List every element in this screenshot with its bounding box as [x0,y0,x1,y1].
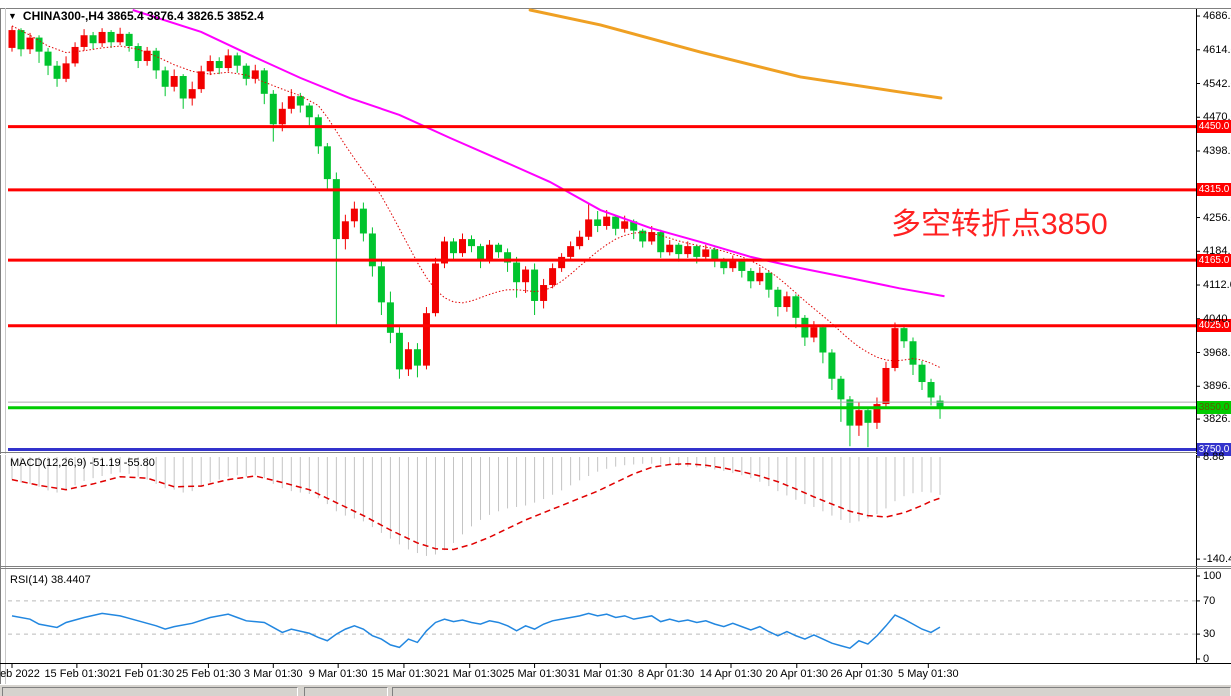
macd-axis-label: 8.88 [1203,451,1225,463]
price-tick-label: 3896.0 [1203,380,1231,393]
rsi-indicator-label: RSI(14) 38.4407 [10,574,91,586]
date-tick-label: 25 Feb 01:30 [175,668,241,680]
status-panel [304,687,388,696]
date-tick-label: 5 May 01:30 [898,668,959,680]
date-tick-label: 14 Apr 01:30 [699,668,763,680]
status-panel [2,687,298,696]
date-tick-label: 31 Mar 01:30 [567,668,633,680]
price-level-label[interactable]: 3850.0 [1197,401,1231,415]
price-annotation: 多空转折点3850 [891,208,1108,241]
price-tick-label: 4470.0 [1203,111,1231,124]
date-tick-label: 26 Apr 01:30 [830,668,893,680]
date-tick-label: 3 Mar 01:30 [243,668,303,680]
rsi-axis-label: 70 [1203,594,1216,607]
date-tick-label: 9 Feb 2022 [0,668,40,680]
date-tick-label: 9 Mar 01:30 [308,668,368,680]
price-level-label[interactable]: 4450.0 [1197,120,1231,134]
price-level-label[interactable]: 4165.0 [1197,253,1231,267]
rsi-axis-label: 100 [1203,570,1222,582]
status-panel [392,687,1231,696]
price-level-label[interactable]: 4025.0 [1197,319,1231,333]
date-tick-label: 21 Feb 01:30 [109,668,175,680]
date-tick-label: 21 Mar 01:30 [437,668,503,680]
price-tick-label: 3968.0 [1203,346,1231,359]
price-tick-label: 4614.0 [1203,43,1231,56]
price-tick-label: 4184.0 [1203,245,1231,258]
status-bar [0,684,1231,696]
rsi-axis-label: 0 [1203,653,1210,665]
price-tick-label: 4542.0 [1203,77,1231,90]
rsi-axis-label: 30 [1203,628,1216,641]
date-tick-label: 8 Apr 01:30 [637,668,695,680]
price-tick-label: 4686.0 [1203,10,1231,23]
chart-title: ▼ CHINA300-,H4 3865.4 3876.4 3826.5 3852… [8,9,264,23]
symbol-ohlc-text: CHINA300-,H4 3865.4 3876.4 3826.5 3852.4 [22,9,264,23]
macd-indicator-label: MACD(12,26,9) -51.19 -55.80 [10,457,155,469]
date-tick-label: 25 Mar 01:30 [502,668,567,680]
price-tick-label: 4398.0 [1203,144,1231,157]
symbol-dropdown-icon[interactable]: ▼ [8,11,17,21]
macd-axis-label: -140.44 [1203,553,1231,566]
price-tick-label: 3826.0 [1203,413,1231,426]
price-tick-label: 4112.0 [1203,279,1231,292]
date-tick-label: 15 Mar 01:30 [371,668,437,680]
price-tick-label: 4256.0 [1203,211,1231,224]
price-level-label[interactable]: 4315.0 [1197,183,1231,197]
date-tick-label: 20 Apr 01:30 [765,668,828,680]
date-tick-label: 15 Feb 01:30 [44,668,110,680]
price-tick-label: 4040.0 [1203,312,1231,325]
price-level-label[interactable]: 3750.0 [1197,443,1231,456]
